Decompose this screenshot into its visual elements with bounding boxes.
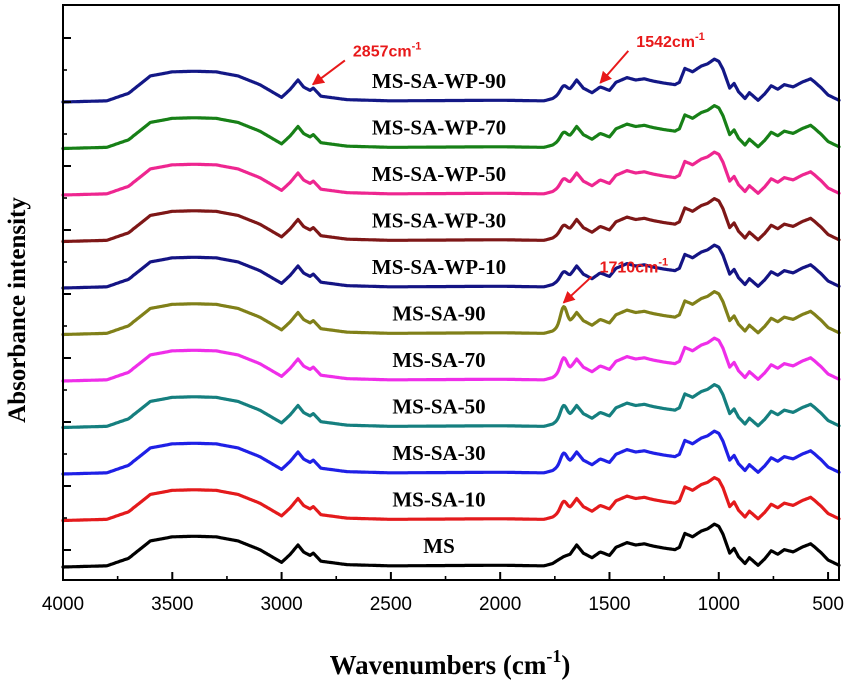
series-line-ms-sa-wp-30 bbox=[61, 197, 841, 244]
series-line-ms-sa-10 bbox=[61, 476, 841, 523]
x-axis-ticks: 4000 3500 3000 2500 2000 1500 1000 500 bbox=[42, 572, 844, 615]
series-label-ms-sa-70: MS-SA-70 bbox=[392, 348, 485, 372]
series-label-ms-sa-90: MS-SA-90 bbox=[392, 302, 485, 326]
y-axis-title: Absorbance intensity bbox=[4, 197, 31, 423]
y-axis-ticks bbox=[63, 37, 71, 551]
x-axis-title-suffix: ) bbox=[561, 650, 570, 680]
x-axis-title: Wavenumbers (cm-1) bbox=[330, 646, 571, 680]
series-group bbox=[61, 57, 841, 569]
annotation-arrow-2857 bbox=[311, 59, 346, 86]
x-tick-label-2000: 2000 bbox=[479, 594, 521, 615]
series-label-ms-sa-wp-30: MS-SA-WP-30 bbox=[372, 209, 506, 233]
series-label-ms-sa-wp-50: MS-SA-WP-50 bbox=[372, 162, 506, 186]
series-line-ms-sa-70 bbox=[61, 336, 841, 383]
series-label-ms-sa-30: MS-SA-30 bbox=[392, 441, 485, 465]
x-axis-title-superscript: -1 bbox=[546, 646, 561, 666]
series-label-ms-sa-50: MS-SA-50 bbox=[392, 395, 485, 419]
x-tick-label-1000: 1000 bbox=[698, 594, 740, 615]
annotation-arrow-1542 bbox=[599, 50, 630, 84]
series-line-ms bbox=[61, 522, 841, 569]
x-tick-label-1500: 1500 bbox=[588, 594, 630, 615]
x-tick-label-3500: 3500 bbox=[151, 594, 193, 615]
series-line-ms-sa-wp-90 bbox=[61, 57, 841, 104]
series-label-ms-sa-wp-90: MS-SA-WP-90 bbox=[372, 69, 506, 93]
series-line-ms-sa-wp-70 bbox=[61, 104, 841, 151]
plot-frame bbox=[62, 4, 840, 581]
series-line-ms-sa-30 bbox=[61, 429, 841, 476]
series-label-ms-sa-wp-70: MS-SA-WP-70 bbox=[372, 116, 506, 140]
series-label-ms-sa-10: MS-SA-10 bbox=[392, 488, 485, 512]
series-label-ms: MS bbox=[423, 534, 455, 558]
annotation-label-1710: 1710cm-1 bbox=[600, 257, 669, 277]
x-tick-label-2500: 2500 bbox=[370, 594, 412, 615]
x-tick-label-3000: 3000 bbox=[260, 594, 302, 615]
x-tick-label-500: 500 bbox=[812, 594, 844, 615]
x-axis-title-main: Wavenumbers (cm bbox=[330, 650, 547, 680]
series-line-ms-sa-50 bbox=[61, 383, 841, 430]
series-line-ms-sa-90 bbox=[61, 290, 841, 337]
series-line-ms-sa-wp-10 bbox=[61, 243, 841, 290]
series-line-ms-sa-wp-50 bbox=[61, 150, 841, 197]
series-label-group: MS MS-SA-10 MS-SA-30 MS-SA-50 MS-SA-70 MS-SA-… bbox=[372, 69, 506, 558]
annotation-label-2857: 2857cm-1 bbox=[353, 40, 422, 60]
annotation-label-1542: 1542cm-1 bbox=[636, 31, 705, 51]
annotation-group: 2857cm-1 1542cm-1 1710cm-1 bbox=[311, 31, 705, 304]
x-tick-label-4000: 4000 bbox=[42, 594, 84, 615]
annotation-arrow-1710 bbox=[562, 275, 593, 304]
series-label-ms-sa-wp-10: MS-SA-WP-10 bbox=[372, 255, 506, 279]
